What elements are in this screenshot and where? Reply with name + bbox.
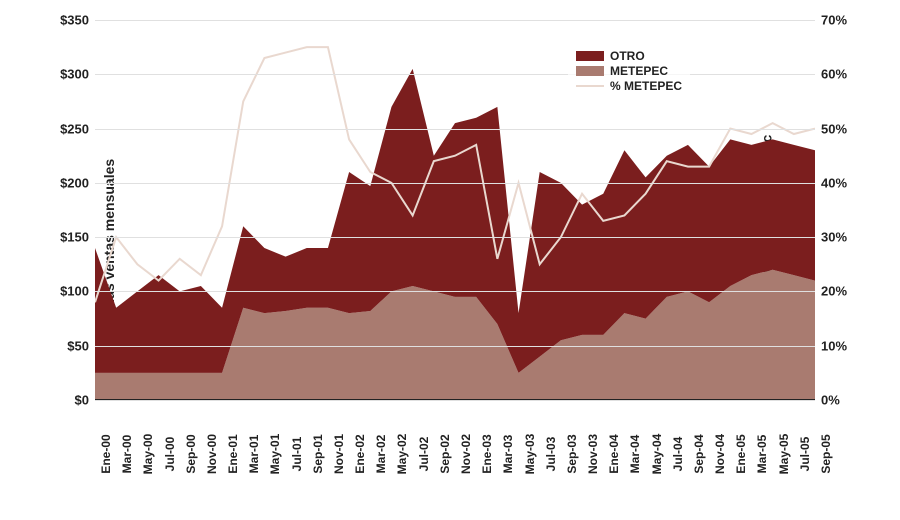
legend-item: % METEPEC: [576, 79, 682, 93]
x-tick: Sep-01: [307, 434, 325, 473]
x-tick: Ene-01: [222, 434, 240, 473]
y-left-tick: $100: [60, 284, 95, 299]
x-tick: Mar-00: [116, 435, 134, 474]
y-left-tick: $50: [67, 338, 95, 353]
x-tick: Sep-00: [180, 434, 198, 473]
x-tick: Sep-04: [688, 434, 706, 473]
legend-item: OTRO: [576, 49, 682, 63]
legend-label: % METEPEC: [610, 79, 682, 93]
x-tick: May-02: [391, 434, 409, 475]
legend: OTROMETEPEC% METEPEC: [568, 44, 690, 98]
legend-swatch: [576, 66, 604, 76]
legend-line-icon: [576, 85, 604, 87]
x-tick: Sep-05: [815, 434, 833, 473]
x-tick: Nov-02: [455, 434, 473, 474]
y-left-tick: $300: [60, 67, 95, 82]
x-tick: May-04: [646, 434, 664, 475]
y-left-tick: $0: [75, 393, 95, 408]
legend-label: OTRO: [610, 49, 645, 63]
y-left-tick: $150: [60, 230, 95, 245]
x-tick: Nov-03: [582, 434, 600, 474]
x-tick: May-05: [773, 434, 791, 475]
x-tick: Jul-00: [159, 437, 177, 472]
x-tick: Mar-01: [243, 435, 261, 474]
y-right-tick: 30%: [815, 230, 847, 245]
x-tick: Ene-04: [603, 434, 621, 473]
grid-line: [95, 400, 815, 401]
chart-svg: [95, 20, 815, 400]
legend-label: METEPEC: [610, 64, 668, 78]
y-left-tick: $250: [60, 121, 95, 136]
x-tick: Jul-03: [540, 437, 558, 472]
x-tick: May-01: [264, 434, 282, 475]
x-tick: Jul-05: [794, 437, 812, 472]
grid-line: [95, 346, 815, 347]
legend-item: METEPEC: [576, 64, 682, 78]
grid-line: [95, 129, 815, 130]
y-left-tick: $200: [60, 175, 95, 190]
grid-line: [95, 74, 815, 75]
x-tick: May-00: [137, 434, 155, 475]
grid-line: [95, 183, 815, 184]
y-right-tick: 40%: [815, 175, 847, 190]
x-tick: Mar-02: [370, 435, 388, 474]
legend-swatch: [576, 51, 604, 61]
x-tick: Jul-02: [413, 437, 431, 472]
x-tick: Mar-05: [751, 435, 769, 474]
x-tick: Ene-00: [95, 434, 113, 473]
x-tick: Mar-03: [497, 435, 515, 474]
x-tick: Ene-05: [730, 434, 748, 473]
y-right-tick: 60%: [815, 67, 847, 82]
x-tick: Nov-01: [328, 434, 346, 474]
y-left-tick: $350: [60, 13, 95, 28]
x-tick: May-03: [519, 434, 537, 475]
y-right-tick: 70%: [815, 13, 847, 28]
x-tick: Sep-03: [561, 434, 579, 473]
plot-area: $00%$5010%$10020%$15030%$20040%$25050%$3…: [95, 20, 815, 400]
x-tick: Jul-04: [667, 437, 685, 472]
grid-line: [95, 20, 815, 21]
grid-line: [95, 237, 815, 238]
y-right-tick: 20%: [815, 284, 847, 299]
y-right-tick: 10%: [815, 338, 847, 353]
x-tick: Sep-02: [434, 434, 452, 473]
x-tick: Ene-03: [476, 434, 494, 473]
x-tick: Jul-01: [286, 437, 304, 472]
x-tick: Mar-04: [624, 435, 642, 474]
chart-container: Valor de las ventas mensuales Participac…: [0, 0, 900, 520]
x-tick: Ene-02: [349, 434, 367, 473]
grid-line: [95, 291, 815, 292]
x-tick: Nov-04: [709, 434, 727, 474]
y-right-tick: 50%: [815, 121, 847, 136]
x-tick: Nov-00: [201, 434, 219, 474]
y-right-tick: 0%: [815, 393, 840, 408]
